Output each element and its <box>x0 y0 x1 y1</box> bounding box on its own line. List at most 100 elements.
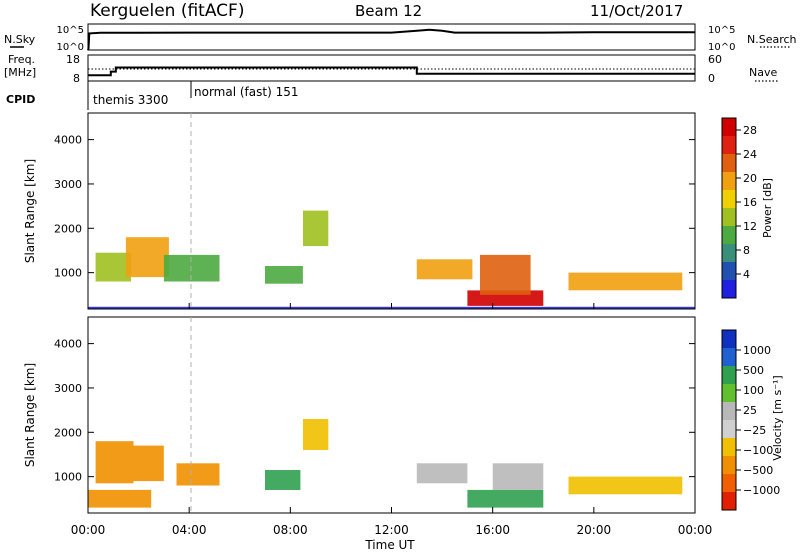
noise-left-tick-bottom: 10^0 <box>57 42 84 53</box>
noise-right-tick-top: 10^5 <box>708 25 735 36</box>
power-colorbar-tick-label-6: 28 <box>743 124 757 137</box>
velocity-colorbar-tick-label-7: −1000 <box>743 484 780 497</box>
cpid-row: CPID themis 3300 normal (fast) 151 <box>6 81 298 110</box>
noise-right-tick-bottom: 10^0 <box>708 42 735 53</box>
freq-label: Freq. <box>8 53 35 66</box>
power-patch-5 <box>416 259 473 280</box>
velocity-range-tick-label-2: 3000 <box>54 382 82 395</box>
cpid-segment-1: themis 3300 <box>93 93 168 107</box>
power-colorbar-swatch-3 <box>722 226 736 244</box>
velocity-panel: 1000 2000 3000 4000 Slant Range [km] <box>23 316 696 514</box>
cpid-label: CPID <box>6 93 35 106</box>
velocity-colorbar-tick-label-5: −100 <box>743 444 773 457</box>
velocity-patch-8 <box>568 476 683 495</box>
freq-left-tick-top: 18 <box>66 53 80 66</box>
velocity-colorbar-tick-label-3: 25 <box>743 404 757 417</box>
power-patch-3 <box>265 266 303 284</box>
power-colorbar-swatch-5 <box>722 190 736 208</box>
power-colorbar-tick-label-2: 12 <box>743 220 757 233</box>
time-axis-label: Time UT <box>364 538 415 552</box>
velocity-range-tick-label-1: 2000 <box>54 426 82 439</box>
power-colorbar-tick-label-5: 24 <box>743 148 757 161</box>
power-colorbar-swatch-6 <box>722 172 736 190</box>
power-colorbar-swatch-8 <box>722 136 736 154</box>
velocity-colorbar-swatch-9 <box>722 330 736 348</box>
velocity-colorbar-swatch-5 <box>722 402 736 420</box>
velocity-colorbar-tick-label-6: −500 <box>743 464 773 477</box>
power-panel: 1000 2000 3000 4000 Slant Range [km] <box>23 112 696 310</box>
velocity-colorbar-tick-label-4: −25 <box>743 424 766 437</box>
velocity-colorbar-swatch-6 <box>722 384 736 402</box>
velocity-colorbar-label: Velocity [m s⁻¹] <box>771 375 784 460</box>
velocity-patch-6 <box>467 489 544 508</box>
power-patch-1 <box>125 237 169 278</box>
velocity-range-axis-label: Slant Range [km] <box>23 363 37 467</box>
power-colorbar-swatch-7 <box>722 154 736 172</box>
time-tick-label-4: 16:00 <box>475 523 510 537</box>
velocity-colorbar-swatch-2 <box>722 456 736 474</box>
velocity-patch-9 <box>88 489 152 508</box>
power-range-axis-label: Slant Range [km] <box>23 159 37 263</box>
cpid-segment-2: normal (fast) 151 <box>194 85 298 99</box>
power-range-tick-label-2: 3000 <box>54 178 82 191</box>
power-colorbar: 4 8 12 16 20 24 28 Power [dB] <box>721 117 774 299</box>
mhz-label: [MHz] <box>4 66 36 79</box>
velocity-range-tick-label-3: 4000 <box>54 338 82 351</box>
nsky-label: N.Sky <box>4 33 36 46</box>
freq-left-tick-bottom: 8 <box>73 72 80 85</box>
power-colorbar-swatch-9 <box>722 118 736 136</box>
time-tick-label-6: 00:00 <box>678 523 713 537</box>
plot-title: Kerguelen (fitACF) <box>90 1 244 21</box>
velocity-range-tick-label-0: 1000 <box>54 471 82 484</box>
velocity-patch-4 <box>303 419 329 450</box>
frequency-series-line <box>88 66 695 77</box>
power-patch-7 <box>480 254 531 295</box>
velocity-colorbar-swatch-0 <box>722 492 736 510</box>
velocity-colorbar-tick-label-2: 100 <box>743 384 764 397</box>
time-tick-label-1: 04:00 <box>172 523 207 537</box>
velocity-patch-5 <box>416 463 468 484</box>
frequency-panel: Freq. [MHz] 18 8 60 0 Nave <box>4 53 778 85</box>
freq-right-tick-top: 60 <box>708 53 722 66</box>
velocity-patch-7 <box>492 463 544 490</box>
nsky-series-line <box>87 28 695 51</box>
velocity-colorbar-tick-label-1: 500 <box>743 364 764 377</box>
power-colorbar-swatch-1 <box>722 262 736 280</box>
velocity-colorbar-swatch-1 <box>722 474 736 492</box>
velocity-colorbar-swatch-3 <box>722 438 736 456</box>
power-patch-2 <box>163 254 220 282</box>
nave-label: Nave <box>749 66 777 79</box>
velocity-patch-3 <box>265 470 301 490</box>
velocity-colorbar-swatch-8 <box>722 348 736 366</box>
power-colorbar-tick-label-3: 16 <box>743 196 757 209</box>
power-colorbar-tick-label-0: 4 <box>743 268 750 281</box>
power-range-tick-label-1: 2000 <box>54 222 82 235</box>
velocity-colorbar-swatch-7 <box>722 366 736 384</box>
power-colorbar-swatch-0 <box>722 280 736 298</box>
velocity-colorbar-tick-label-0: 1000 <box>743 344 771 357</box>
time-tick-label-3: 12:00 <box>374 523 409 537</box>
power-patch-0 <box>95 252 131 282</box>
beam-label: Beam 12 <box>355 2 422 20</box>
power-patch-8 <box>568 272 683 291</box>
velocity-colorbar-swatch-4 <box>722 420 736 438</box>
power-patch-4 <box>303 210 329 247</box>
velocity-patch-1 <box>133 445 164 482</box>
power-colorbar-tick-label-1: 8 <box>743 244 750 257</box>
time-tick-label-5: 20:00 <box>577 523 612 537</box>
noise-left-tick-top: 10^5 <box>57 25 84 36</box>
noise-panel: N.Sky 10^5 10^0 10^5 10^0 N.Search <box>4 23 797 53</box>
nsearch-label: N.Search <box>747 33 797 46</box>
power-colorbar-swatch-4 <box>722 208 736 226</box>
velocity-patch-2 <box>176 463 220 486</box>
power-colorbar-tick-label-4: 20 <box>743 172 757 185</box>
velocity-patch-0 <box>95 441 134 484</box>
time-tick-label-0: 00:00 <box>71 523 106 537</box>
date-label: 11/Oct/2017 <box>590 2 683 20</box>
velocity-colorbar: 1000 500 100 25 −25 −100 −500 −1000 Velocity [m… <box>721 329 784 511</box>
freq-right-tick-bottom: 0 <box>708 72 715 85</box>
power-colorbar-swatch-2 <box>722 244 736 262</box>
power-colorbar-label: Power [dB] <box>761 178 774 238</box>
power-range-tick-label-0: 1000 <box>54 267 82 280</box>
